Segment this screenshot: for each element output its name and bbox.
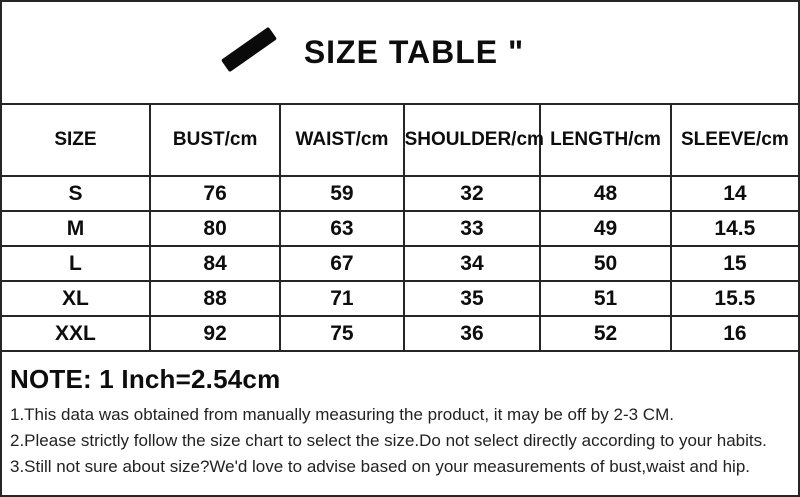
cell-sleeve: 15.5 xyxy=(669,280,798,317)
note-item-3: 3.Still not sure about size?We'd love to… xyxy=(10,457,751,476)
col-header-waist: WAIST/cm xyxy=(279,103,405,177)
cell-sleeve: 14.5 xyxy=(669,210,798,247)
cell-shoulder: 32 xyxy=(402,175,542,212)
note-heading: NOTE: 1 Inch=2.54cm xyxy=(10,364,281,394)
table-row-xxl: XXL 92 75 36 52 16 xyxy=(2,315,798,352)
cell-waist: 71 xyxy=(279,280,405,317)
col-header-size: SIZE xyxy=(2,103,151,177)
cell-bust: 80 xyxy=(148,210,282,247)
note-item-2: 2.Please strictly follow the size chart … xyxy=(10,431,767,450)
col-header-sleeve: SLEEVE/cm xyxy=(669,103,798,177)
cell-waist: 63 xyxy=(279,210,405,247)
size-table: SIZE BUST/cm WAIST/cm SHOULDER/cm LENGTH… xyxy=(2,103,798,352)
col-header-shoulder: SHOULDER/cm xyxy=(402,103,544,177)
cell-shoulder: 36 xyxy=(402,315,542,352)
cell-length: 52 xyxy=(539,315,672,352)
cell-waist: 59 xyxy=(279,175,405,212)
cell-length: 48 xyxy=(539,175,672,212)
table-row-s: S 76 59 32 48 14 xyxy=(2,175,798,212)
cell-sleeve: 16 xyxy=(669,315,798,352)
notes-section: NOTE: 1 Inch=2.54cm 1.This data was obta… xyxy=(2,352,798,480)
table-row-m: M 80 63 33 49 14.5 xyxy=(2,210,798,247)
cell-shoulder: 33 xyxy=(402,210,542,247)
table-row-xl: XL 88 71 35 51 15.5 xyxy=(2,280,798,317)
table-row-l: L 84 67 34 50 15 xyxy=(2,245,798,282)
note-item-1: 1.This data was obtained from manually m… xyxy=(10,405,674,424)
cell-size: M xyxy=(2,210,151,247)
col-header-bust: BUST/cm xyxy=(148,103,282,177)
cell-size: S xyxy=(2,175,151,212)
brush-stroke-icon xyxy=(220,26,277,73)
cell-shoulder: 35 xyxy=(402,280,542,317)
cell-size: XL xyxy=(2,280,151,317)
cell-length: 49 xyxy=(539,210,672,247)
cell-sleeve: 15 xyxy=(669,245,798,282)
cell-length: 51 xyxy=(539,280,672,317)
cell-bust: 88 xyxy=(148,280,282,317)
col-header-length: LENGTH/cm xyxy=(539,103,672,177)
cell-waist: 67 xyxy=(279,245,405,282)
cell-size: XXL xyxy=(2,315,151,352)
cell-shoulder: 34 xyxy=(402,245,542,282)
cell-size: L xyxy=(2,245,151,282)
cell-bust: 76 xyxy=(148,175,282,212)
header-row: SIZE BUST/cm WAIST/cm SHOULDER/cm LENGTH… xyxy=(2,103,798,177)
title-section: SIZE TABLE " xyxy=(2,2,770,103)
cell-bust: 84 xyxy=(148,245,282,282)
cell-length: 50 xyxy=(539,245,672,282)
size-table-header: SIZE BUST/cm WAIST/cm SHOULDER/cm LENGTH… xyxy=(2,103,798,177)
cell-bust: 92 xyxy=(148,315,282,352)
page-title: SIZE TABLE " xyxy=(303,34,525,70)
cell-waist: 75 xyxy=(279,315,405,352)
size-table-body: S 76 59 32 48 14 M 80 63 33 49 14.5 L 84… xyxy=(2,175,798,352)
cell-sleeve: 14 xyxy=(669,175,798,212)
